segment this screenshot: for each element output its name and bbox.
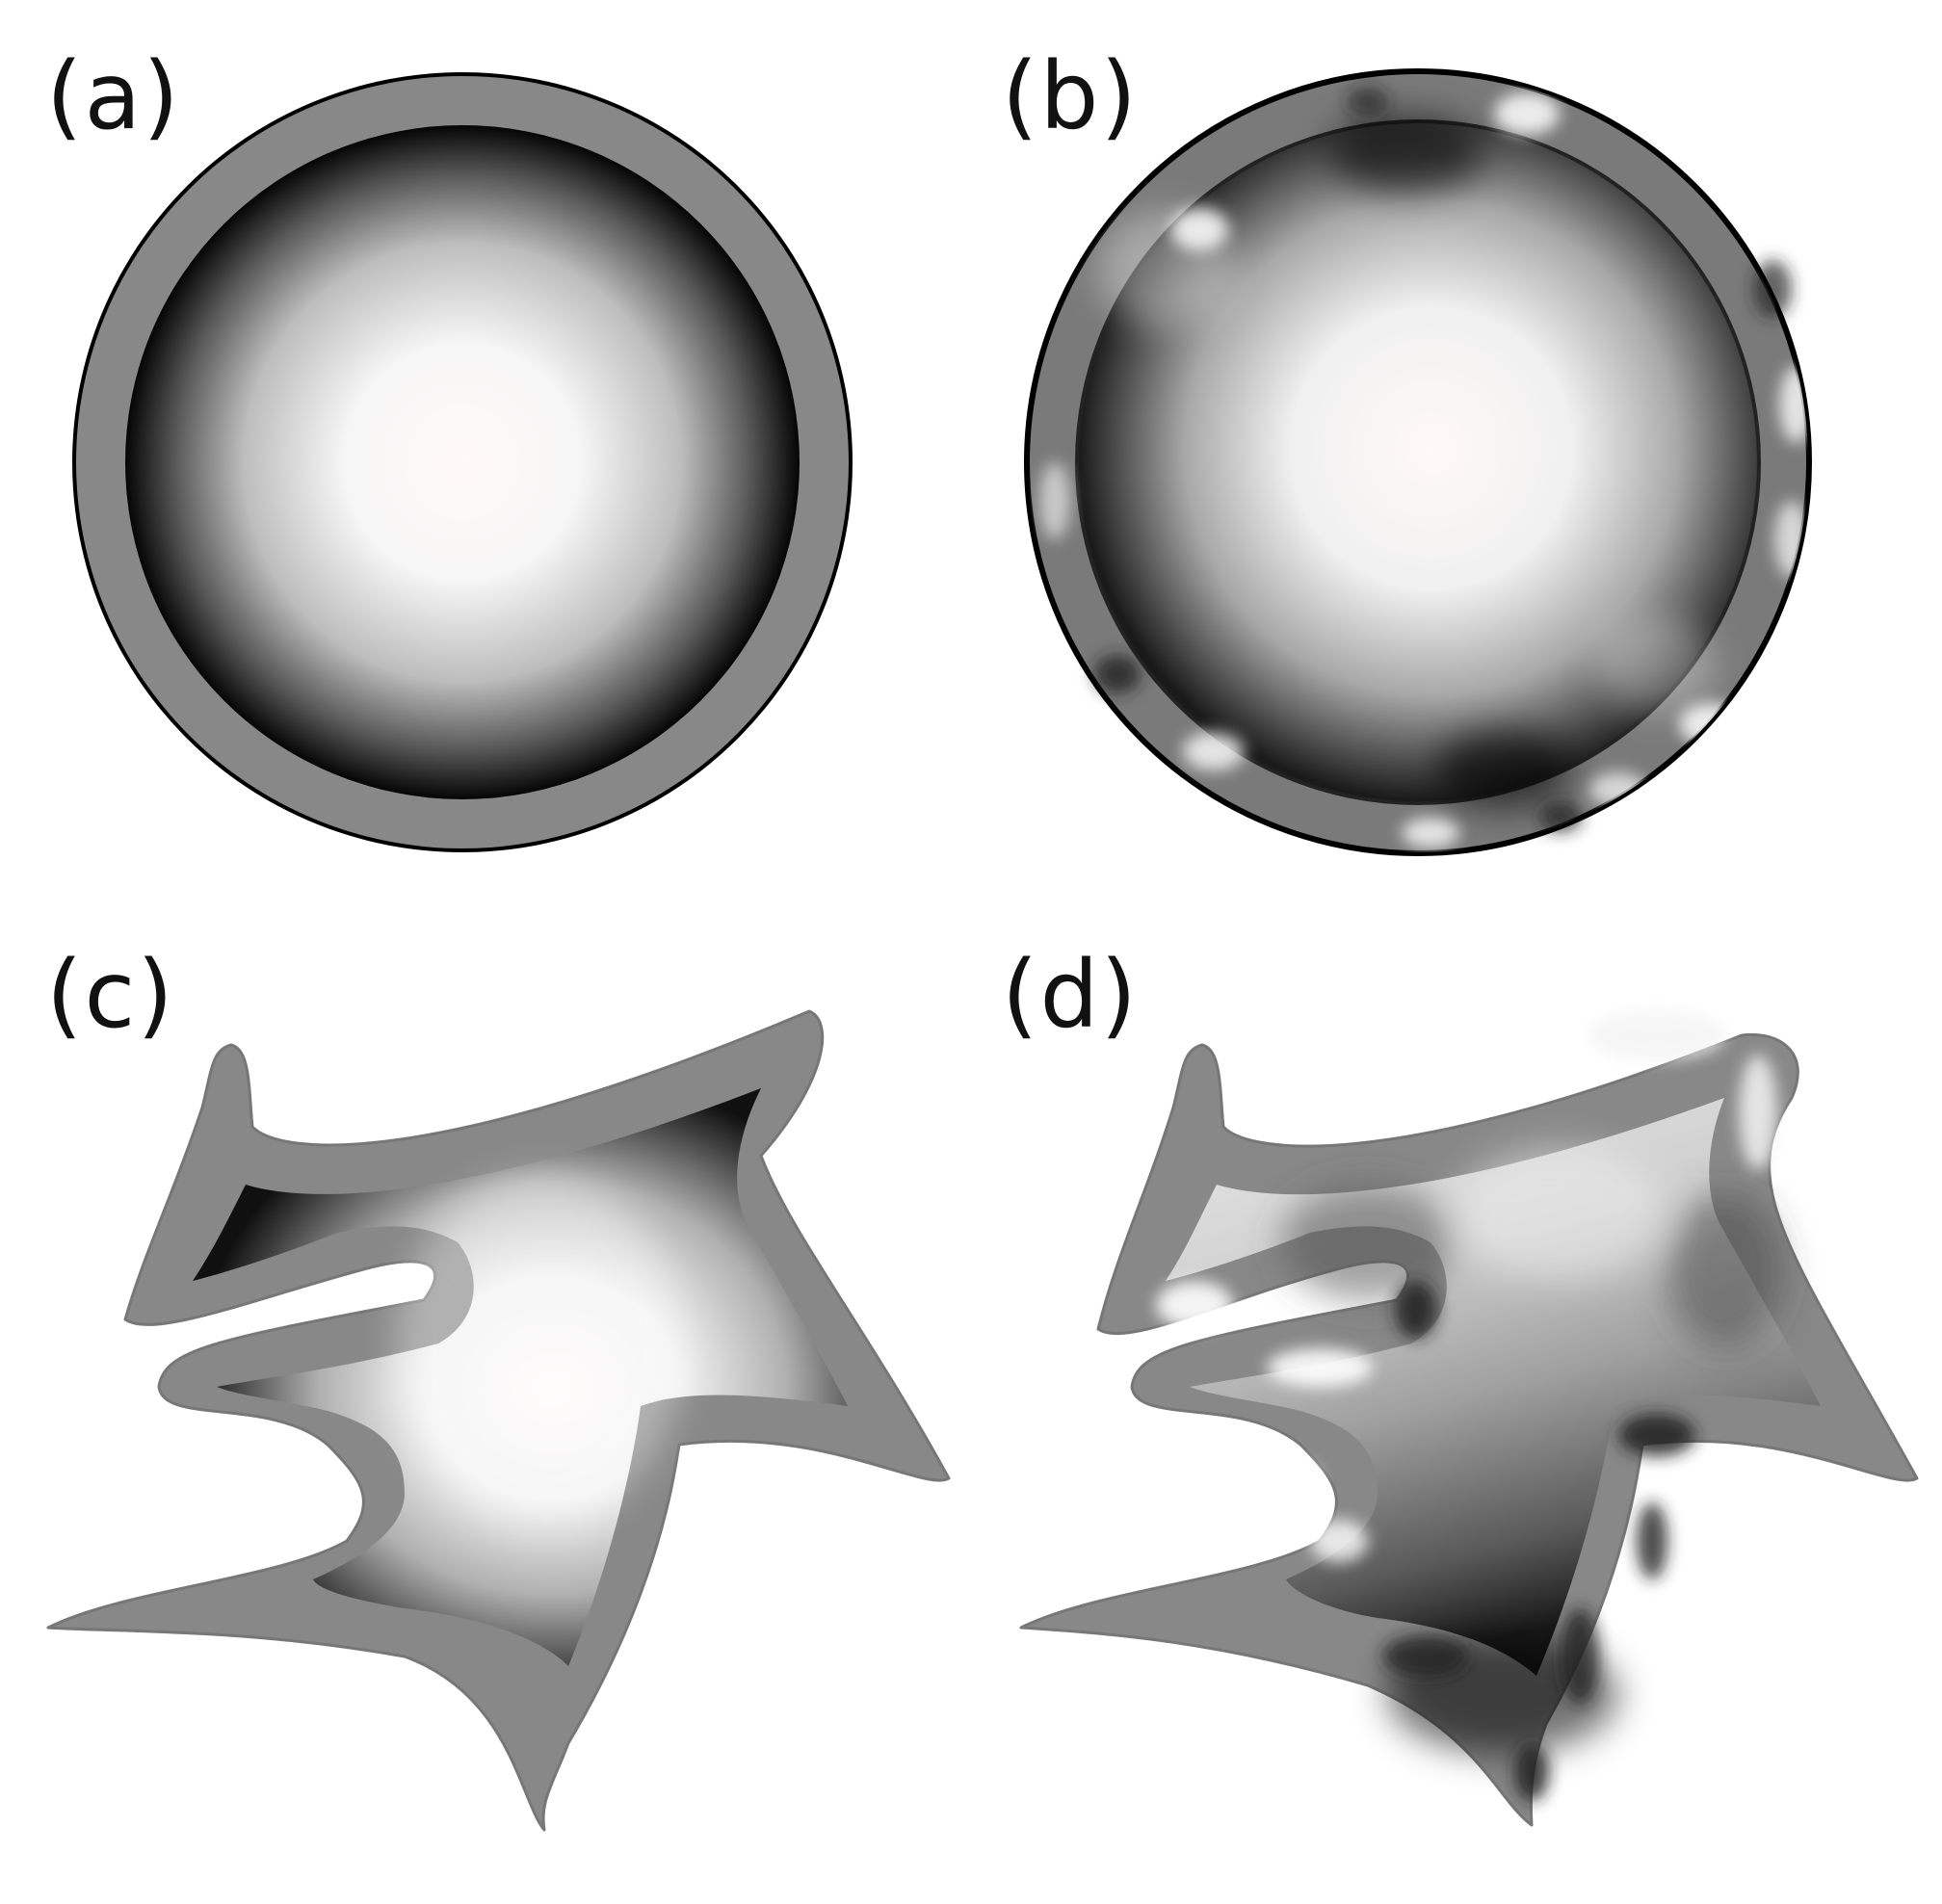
- panel-d-field: [1166, 1098, 1821, 1676]
- panel-b-label: (b): [1002, 42, 1139, 150]
- panel-d-drawing: [1019, 1011, 1919, 1827]
- panel-b-ring-spots: [1039, 87, 1814, 848]
- panel-d-label: (d): [1002, 941, 1139, 1049]
- panel-c-label: (c): [46, 941, 175, 1049]
- panel-a-label: (a): [46, 42, 181, 150]
- panel-b-field: [1079, 123, 1757, 801]
- panel-c-drawing: [46, 1009, 951, 1832]
- panel-d-boundary-spots: [1156, 1011, 1777, 1801]
- panel-b-drawing: [1024, 68, 1814, 856]
- panel-b-field-variations: [1098, 116, 1715, 809]
- panel-a-field: [125, 125, 800, 799]
- panel-a-drawing: [72, 72, 853, 852]
